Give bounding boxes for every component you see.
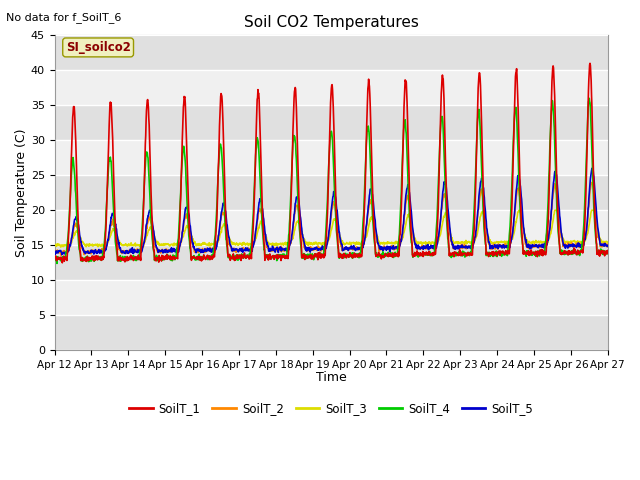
Bar [54, 210, 608, 245]
Bar [54, 140, 608, 175]
Text: SI_soilco2: SI_soilco2 [66, 41, 131, 54]
Y-axis label: Soil Temperature (C): Soil Temperature (C) [15, 129, 28, 257]
Text: No data for f_SoilT_6: No data for f_SoilT_6 [6, 12, 122, 23]
Bar [54, 315, 608, 350]
Bar [54, 245, 608, 280]
Bar [54, 175, 608, 210]
Bar [54, 280, 608, 315]
X-axis label: Time: Time [316, 372, 346, 384]
Bar [54, 70, 608, 105]
Title: Soil CO2 Temperatures: Soil CO2 Temperatures [244, 15, 419, 30]
Bar [54, 105, 608, 140]
Bar [54, 36, 608, 70]
Legend: SoilT_1, SoilT_2, SoilT_3, SoilT_4, SoilT_5: SoilT_1, SoilT_2, SoilT_3, SoilT_4, Soil… [124, 397, 538, 420]
